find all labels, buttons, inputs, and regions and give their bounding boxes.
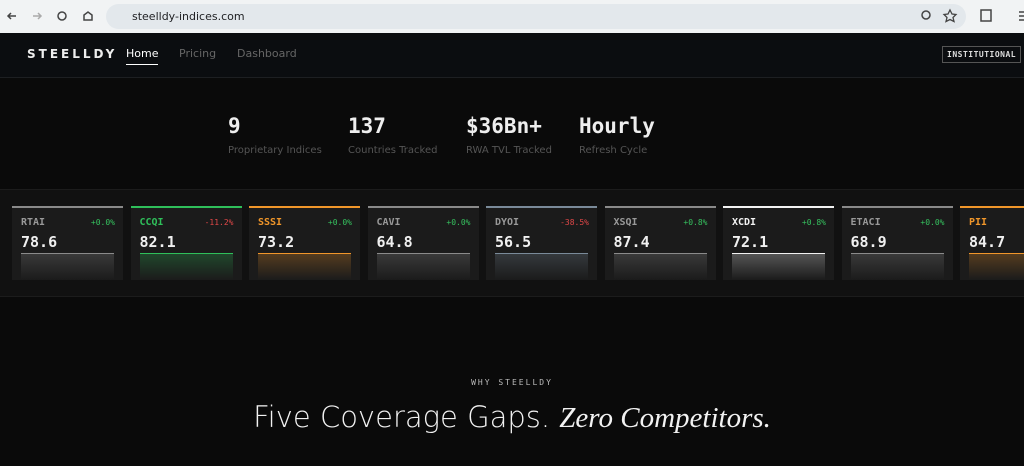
stat-value: $36Bn+ [466, 114, 542, 138]
index-change: +0.8% [801, 218, 826, 227]
stat-value: Hourly [579, 114, 655, 138]
index-card[interactable]: XSQI +0.8% 87.4 [604, 206, 716, 280]
address-bar[interactable]: steelldy-indices.com [106, 4, 966, 29]
index-value: 78.6 [21, 233, 58, 251]
index-change: -11.2% [204, 218, 234, 227]
heading-text: Five Coverage Gaps. [253, 400, 551, 434]
index-card[interactable]: DYOI -38.5% 56.5 [486, 206, 597, 280]
index-change: +0.0% [446, 218, 471, 227]
index-name: PII [969, 217, 988, 228]
index-card[interactable]: XCDI +0.8% 72.1 [723, 206, 834, 280]
index-value: 72.1 [732, 233, 769, 251]
zoom-icon[interactable] [921, 10, 931, 20]
index-value: 68.9 [850, 233, 887, 251]
menu-icon[interactable] [1019, 11, 1024, 21]
index-change: +0.0% [90, 218, 115, 227]
back-button[interactable] [6, 12, 16, 20]
sparkline [613, 253, 707, 280]
index-card[interactable]: RTAI +0.0% 78.6 [12, 206, 123, 280]
site-nav: STEELLDY Home Pricing Dashboard INSTITUT… [0, 33, 1024, 78]
index-change: +0.0% [920, 218, 945, 227]
index-name: RTAI [21, 217, 46, 228]
index-value: 73.2 [258, 233, 295, 251]
index-card[interactable]: CCQI -11.2% 82.1 [130, 206, 242, 280]
sparkline [850, 253, 944, 280]
stat-value: 137 [348, 114, 386, 138]
extensions-icon[interactable] [980, 9, 992, 22]
stat-label: RWA TVL Tracked [466, 145, 552, 156]
sparkline [495, 253, 588, 280]
stat-label: Proprietary Indices [228, 145, 322, 156]
nav-link[interactable]: Pricing [179, 47, 217, 60]
stat-label: Countries Tracked [348, 145, 438, 156]
home-button[interactable] [83, 11, 93, 21]
sparkline [732, 253, 825, 280]
reload-button[interactable] [57, 11, 67, 21]
index-value: 56.5 [495, 233, 532, 251]
index-strip: RTAI +0.0% 78.6 CCQI -11.2% 82.1 SSSI +0.0% 73.2… [0, 189, 1024, 297]
index-name: XSQI [613, 217, 638, 228]
index-name: CCQI [139, 217, 164, 228]
index-value: 87.4 [613, 233, 650, 251]
bookmark-icon[interactable] [942, 8, 958, 23]
sparkline [376, 253, 470, 280]
index-name: ETACI [850, 217, 881, 228]
browser-toolbar: steelldy-indices.com [0, 0, 1024, 33]
index-value: 82.1 [139, 233, 176, 251]
stat-label: Refresh Cycle [579, 145, 648, 156]
index-name: CAVI [376, 217, 401, 228]
toolbar-icons [921, 8, 1024, 23]
index-change: -38.5% [560, 218, 589, 227]
brand[interactable]: STEELLDY [27, 47, 118, 61]
index-card[interactable]: ETACI +0.0% 68.9 [841, 206, 953, 280]
index-change: +0.8% [683, 218, 708, 227]
nav-link[interactable]: Dashboard [237, 47, 297, 60]
index-change: +0.0% [327, 218, 352, 227]
index-value: 64.8 [376, 233, 413, 251]
sparkline [139, 253, 233, 280]
index-card[interactable]: PII 84.7 [960, 206, 1024, 280]
index-name: SSSI [258, 217, 283, 228]
forward-button[interactable] [33, 12, 43, 20]
institutional-button[interactable]: INSTITUTIONAL [942, 46, 1022, 63]
section-eyebrow: WHY STEELLDY [471, 378, 553, 387]
nav-link[interactable]: Home [126, 47, 159, 65]
stat-value: 9 [228, 114, 241, 138]
nav-icons [6, 11, 93, 21]
sparkline [21, 253, 114, 280]
index-name: DYOI [495, 217, 520, 228]
index-card[interactable]: SSSI +0.0% 73.2 [249, 206, 360, 280]
index-name: XCDI [732, 217, 757, 228]
index-card[interactable]: CAVI +0.0% 64.8 [367, 206, 479, 280]
section-heading: Five Coverage Gaps. Zero Competitors. [0, 400, 1024, 435]
heading-italic: Zero Competitors. [559, 402, 771, 434]
index-value: 84.7 [969, 233, 1006, 251]
sparkline [969, 253, 1024, 280]
sparkline [258, 253, 351, 280]
